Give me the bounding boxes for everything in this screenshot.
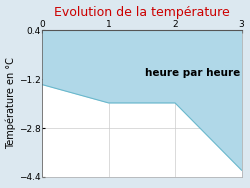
- Title: Evolution de la température: Evolution de la température: [54, 6, 230, 19]
- Text: heure par heure: heure par heure: [145, 68, 240, 78]
- Y-axis label: Température en °C: Température en °C: [6, 58, 16, 149]
